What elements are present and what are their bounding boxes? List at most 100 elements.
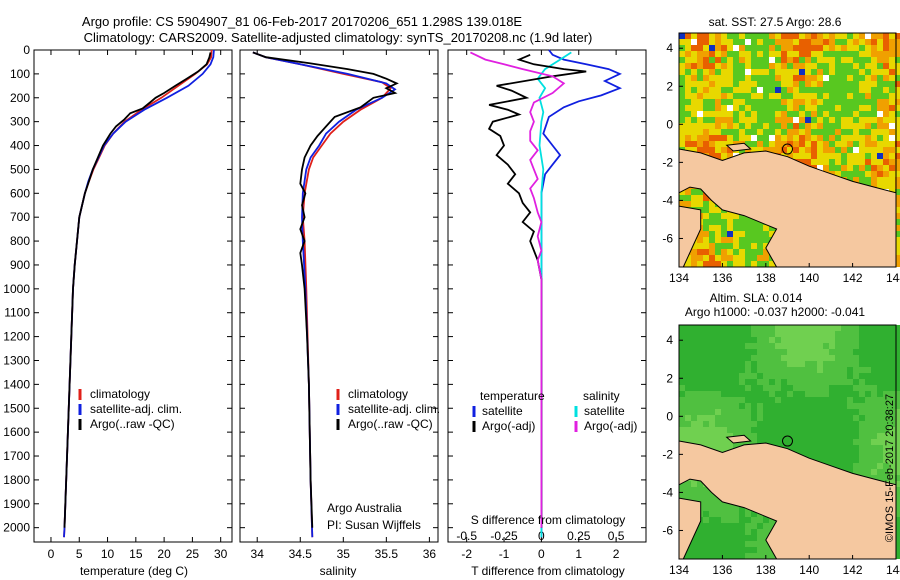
ytick-label: 1300 [3, 353, 30, 367]
map-cell [847, 355, 853, 361]
map-cell [889, 331, 895, 337]
map-cell [715, 105, 721, 111]
map-cell [811, 421, 817, 427]
map-cell [871, 391, 877, 397]
map-cell [769, 337, 775, 343]
difference-panel: -2 -1 0 1 2-0.5 -0.25 0 0.25 0.5 temperature sali… [447, 49, 647, 578]
map-cell [805, 135, 811, 141]
map-cell [715, 379, 721, 385]
map-cell [841, 391, 847, 397]
map-cell [883, 355, 889, 361]
map-cell [853, 361, 859, 367]
map-ytick-label: 0 [666, 117, 673, 131]
map-cell [745, 397, 751, 403]
map-cell [709, 243, 715, 249]
map-cell [745, 123, 751, 129]
map-cell [823, 457, 829, 463]
map-cell [895, 219, 900, 225]
map-cell [745, 427, 751, 433]
legend-label: climatology [90, 387, 150, 401]
map-cell [745, 225, 751, 231]
map-cell [871, 147, 877, 153]
map-cell [751, 403, 757, 409]
map-cell [721, 219, 727, 225]
map-cell [841, 349, 847, 355]
map-cell [721, 331, 727, 337]
map-cell [733, 523, 739, 529]
map-cell [865, 51, 871, 57]
map-cell [829, 93, 835, 99]
map-cell [877, 57, 883, 63]
map-cell [835, 135, 841, 141]
map-cell [871, 177, 877, 183]
map-cell [775, 379, 781, 385]
map-cell [679, 75, 685, 81]
map-cell [685, 33, 691, 39]
map-cell [883, 421, 889, 427]
map-cell [871, 153, 877, 159]
map-cell [877, 87, 883, 93]
map-cell [871, 385, 877, 391]
map-cell [829, 81, 835, 87]
sst-map-panel: sat. SST: 27.5 Argo: 28.6 134 136 138 140 14… [662, 15, 900, 285]
map-cell [715, 261, 721, 267]
map-cell [805, 373, 811, 379]
map-cell [823, 63, 829, 69]
map-cell [721, 529, 727, 535]
map-cell [823, 445, 829, 451]
map-cell [769, 45, 775, 51]
map-cell [691, 51, 697, 57]
map-cell [799, 63, 805, 69]
map-cell [859, 373, 865, 379]
map-cell [805, 325, 811, 331]
map-cell [823, 159, 829, 165]
map-cell [733, 349, 739, 355]
map-cell [721, 535, 727, 541]
map-cell [697, 93, 703, 99]
map-cell [715, 361, 721, 367]
map-cell [709, 433, 715, 439]
map-cell [853, 105, 859, 111]
map-cell [847, 379, 853, 385]
map-cell [739, 391, 745, 397]
map-cell [829, 153, 835, 159]
map-cell [859, 87, 865, 93]
map-cell [709, 129, 715, 135]
map-cell [871, 75, 877, 81]
map-cell [697, 195, 703, 201]
map-cell [757, 81, 763, 87]
map-cell [733, 225, 739, 231]
map-cell [823, 165, 829, 171]
temperature-axes [33, 49, 233, 543]
map-cell [751, 511, 757, 517]
map-cell [691, 117, 697, 123]
map-cell [703, 433, 709, 439]
map-cell [841, 379, 847, 385]
map-cell [751, 117, 757, 123]
map-cell [769, 373, 775, 379]
map-cell [871, 63, 877, 69]
map-cell [703, 385, 709, 391]
map-cell [709, 535, 715, 541]
map-ytick-label: -4 [662, 193, 673, 207]
map-cell [805, 123, 811, 129]
map-cell [703, 195, 709, 201]
map-cell [817, 69, 823, 75]
map-cell [829, 373, 835, 379]
map-cell [895, 463, 900, 469]
map-cell [691, 439, 697, 445]
map-cell [871, 39, 877, 45]
map-cell [841, 153, 847, 159]
map-cell [709, 111, 715, 117]
map-cell [811, 439, 817, 445]
map-cell [883, 99, 889, 105]
map-cell [841, 331, 847, 337]
map-cell [835, 445, 841, 451]
argo-location-marker [782, 143, 793, 155]
map-cell [691, 261, 697, 267]
map-cell [715, 63, 721, 69]
map-cell [889, 33, 895, 39]
map-cell [889, 349, 895, 355]
map-cell [769, 105, 775, 111]
map-cell [757, 379, 763, 385]
